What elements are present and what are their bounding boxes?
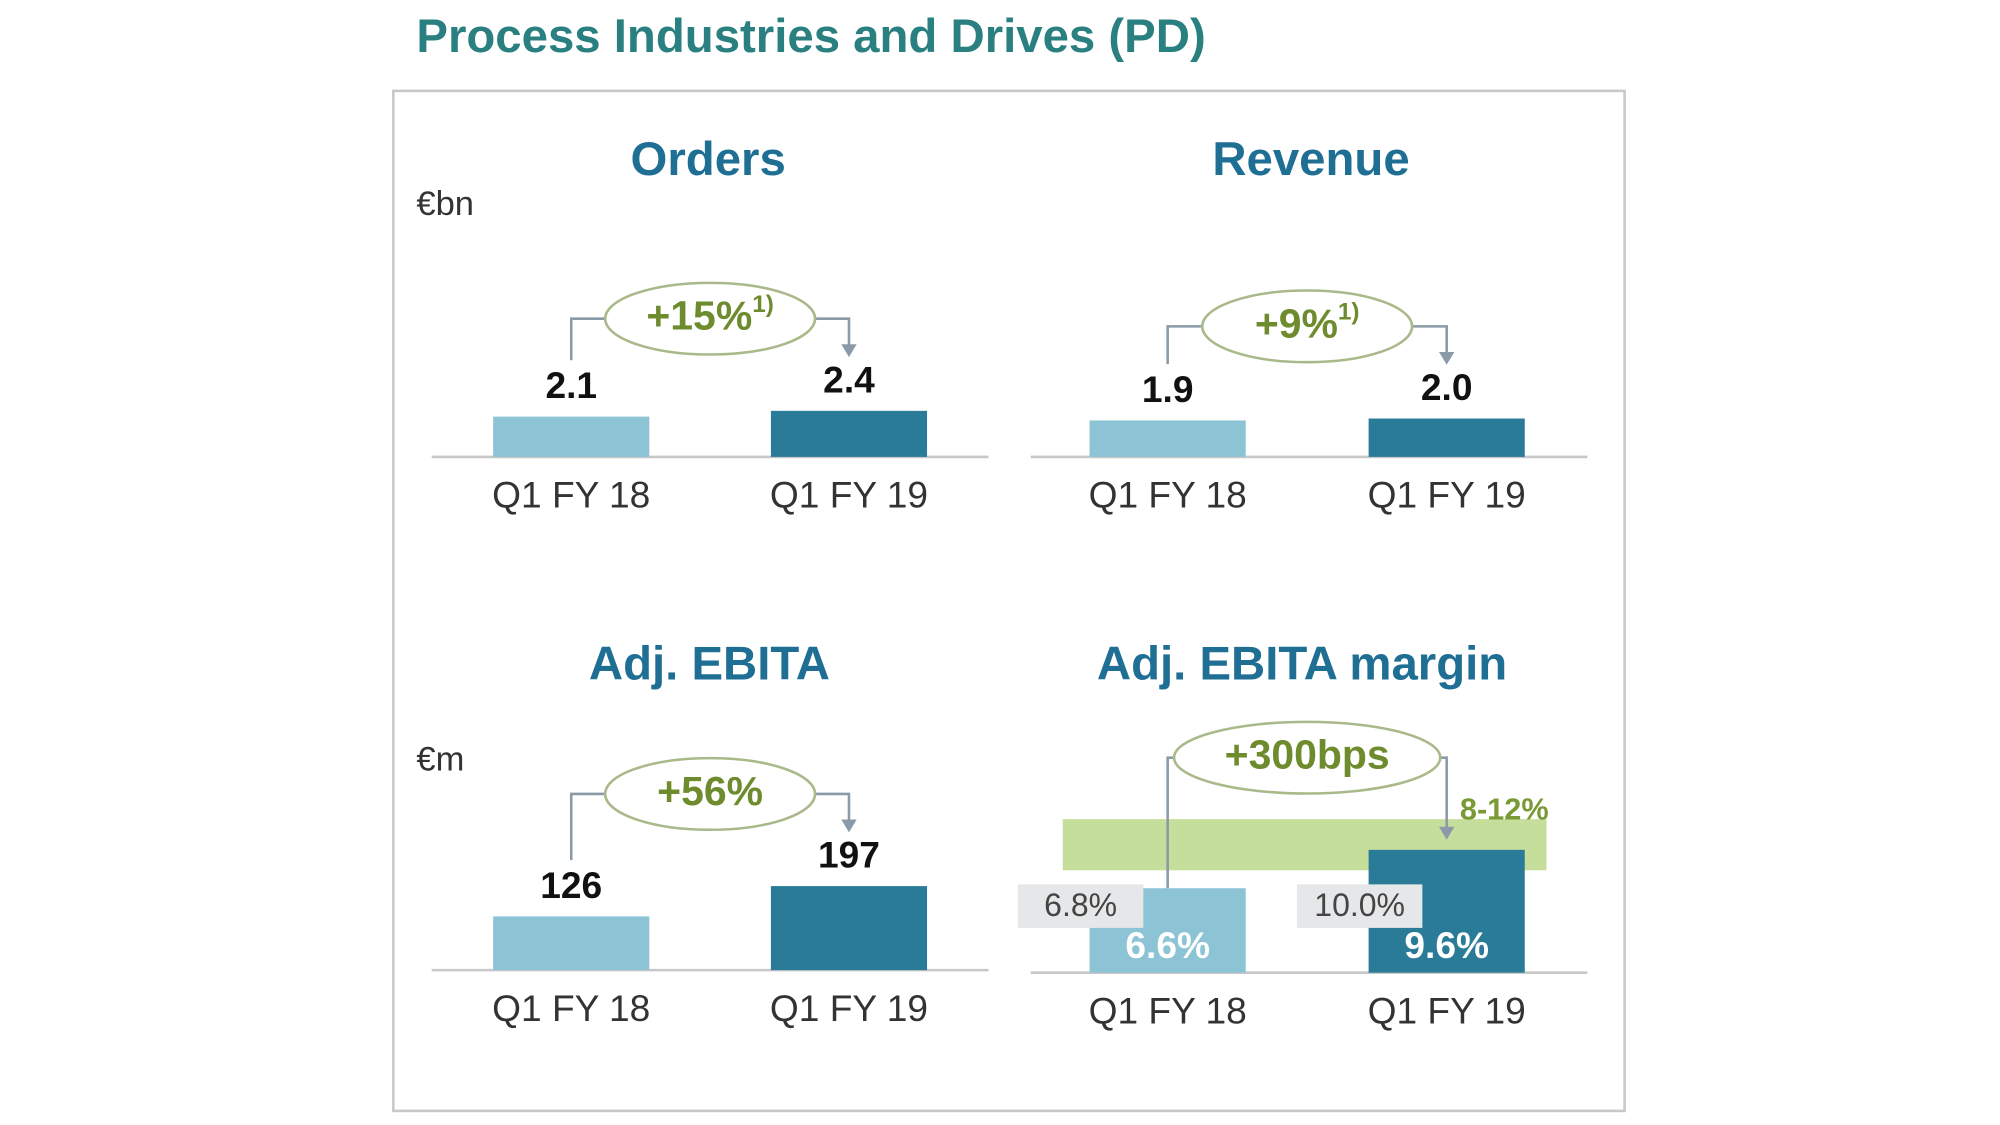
bar (1368, 418, 1525, 457)
value-label: 2.4 (823, 358, 875, 400)
panel-frame (392, 89, 1626, 1113)
change-value: +56% (657, 768, 763, 814)
change-arrow (1438, 826, 1455, 840)
chart-title: Revenue (1212, 133, 1409, 186)
bar (493, 916, 650, 971)
value-label: 2.0 (1421, 366, 1473, 408)
change-value: +9% (1255, 300, 1338, 346)
change-value: +15% (646, 292, 752, 338)
value-label: 197 (818, 834, 880, 876)
change-arrow (841, 344, 857, 358)
value-label: 1.9 (1142, 368, 1194, 410)
x-tick-label: Q1 FY 19 (1368, 989, 1526, 1031)
chart-title: Orders (631, 133, 786, 186)
x-tick-label: Q1 FY 18 (492, 474, 650, 516)
change-annotation: +15%1) (646, 291, 773, 338)
comparison-box (1296, 884, 1423, 928)
change-oval (1172, 720, 1442, 795)
bar (1089, 420, 1246, 457)
change-annotation: +56% (657, 768, 763, 814)
change-bracket (569, 317, 851, 361)
x-tick-label: Q1 FY 18 (492, 987, 650, 1029)
page-title: Process Industries and Drives (PD) (416, 10, 1205, 63)
bar (493, 416, 650, 457)
bar (770, 410, 928, 457)
unit-label: €m (416, 741, 464, 779)
x-tick-label: Q1 FY 18 (1089, 989, 1247, 1031)
value-label: 2.1 (545, 364, 597, 406)
value-label: 126 (540, 864, 602, 906)
chart-title: Adj. EBITA margin (1097, 637, 1507, 690)
value-label: 6.6% (1125, 924, 1210, 966)
change-oval (1200, 289, 1414, 364)
x-tick-label: Q1 FY 19 (1368, 474, 1526, 516)
change-oval (603, 281, 817, 356)
comparison-box (1017, 884, 1144, 928)
x-tick-label: Q1 FY 19 (770, 987, 928, 1029)
target-label: 8-12% (1460, 792, 1549, 827)
value-label: 9.6% (1404, 924, 1489, 966)
comparison-label: 10.0% (1314, 887, 1405, 923)
change-bracket (1166, 756, 1448, 889)
change-value: +300bps (1225, 731, 1390, 777)
change-arrow (841, 819, 857, 833)
x-tick-label: Q1 FY 19 (770, 474, 928, 516)
change-arrow (1438, 351, 1455, 365)
change-annotation: +9%1) (1255, 299, 1360, 346)
comparison-label: 6.8% (1044, 887, 1117, 923)
x-tick-label: Q1 FY 18 (1089, 474, 1247, 516)
chart-title: Adj. EBITA (589, 637, 830, 690)
change-bracket (1166, 325, 1448, 365)
footnote-mark: 1) (1338, 299, 1360, 326)
change-bracket (569, 792, 851, 861)
change-oval (603, 756, 817, 832)
unit-label: €bn (416, 185, 474, 223)
bar (770, 886, 928, 971)
footnote-mark: 1) (752, 291, 774, 318)
change-annotation: +300bps (1225, 731, 1390, 777)
